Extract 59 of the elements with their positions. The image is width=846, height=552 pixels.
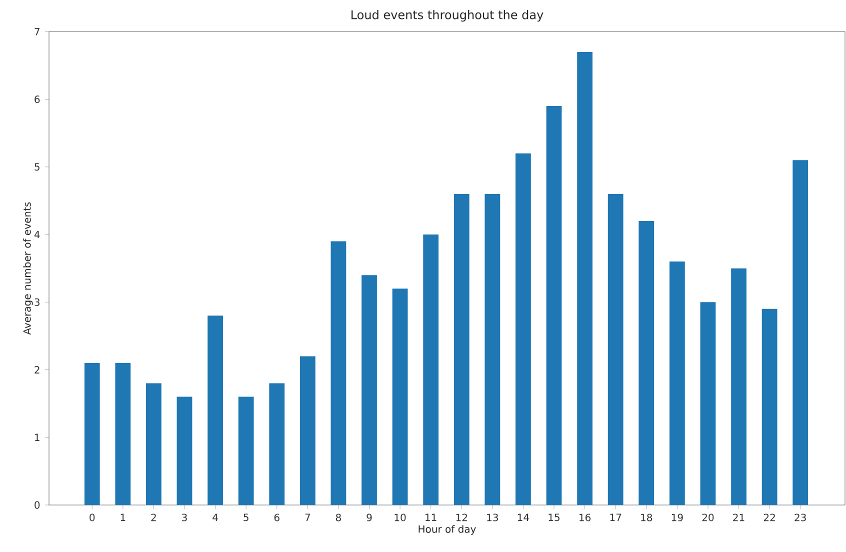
x-tick-label: 4 bbox=[212, 514, 218, 521]
x-tick-label: 1 bbox=[120, 514, 126, 521]
x-tick-label: 13 bbox=[487, 514, 498, 522]
bar bbox=[362, 275, 377, 505]
x-tick-label: 3 bbox=[182, 514, 187, 522]
x-tick-label: 20 bbox=[702, 514, 714, 522]
y-tick-label: 7 bbox=[34, 28, 40, 36]
x-tick-label: 17 bbox=[610, 514, 622, 521]
bar bbox=[423, 234, 439, 505]
x-tick-label: 23 bbox=[794, 514, 806, 522]
y-tick-label: 0 bbox=[34, 501, 40, 509]
x-tick-label: 2 bbox=[151, 514, 156, 522]
bar bbox=[792, 160, 808, 505]
bar bbox=[608, 194, 624, 505]
bar bbox=[484, 194, 500, 505]
bar bbox=[546, 106, 562, 505]
bar bbox=[238, 396, 254, 505]
x-tick-label: 8 bbox=[336, 514, 341, 522]
y-tick-label: 1 bbox=[35, 434, 40, 442]
bar bbox=[577, 52, 592, 505]
bar bbox=[638, 220, 654, 505]
y-tick-label: 4 bbox=[34, 230, 40, 238]
bar bbox=[762, 308, 778, 505]
y-axis-title: Average number of events bbox=[23, 202, 33, 335]
chart-title: Loud events throughout the day bbox=[352, 10, 544, 22]
y-tick-label: 3 bbox=[34, 298, 40, 306]
bar bbox=[84, 362, 100, 505]
bar bbox=[669, 262, 685, 505]
bar bbox=[269, 383, 285, 505]
x-tick-label: 12 bbox=[456, 514, 467, 522]
bar bbox=[330, 241, 346, 505]
y-tick-label: 2 bbox=[34, 366, 40, 374]
bar bbox=[392, 288, 408, 505]
bar bbox=[700, 302, 716, 505]
x-tick-label: 7 bbox=[305, 514, 310, 521]
x-tick-label: 10 bbox=[394, 514, 406, 522]
x-tick-label: 19 bbox=[672, 514, 683, 522]
x-tick-label: 9 bbox=[366, 514, 372, 522]
x-tick-label: 15 bbox=[548, 514, 560, 522]
y-tick-label: 5 bbox=[34, 163, 40, 171]
bar bbox=[208, 316, 223, 505]
bar bbox=[731, 268, 746, 505]
bar bbox=[176, 396, 192, 505]
bar bbox=[146, 383, 162, 505]
x-tick-label: 0 bbox=[90, 514, 95, 522]
x-tick-label: 6 bbox=[274, 514, 280, 522]
x-tick-label: 5 bbox=[244, 514, 248, 522]
bar bbox=[454, 194, 470, 505]
y-tick-label: 6 bbox=[34, 95, 40, 104]
bar bbox=[300, 356, 316, 505]
x-tick-label: 11 bbox=[426, 514, 436, 521]
x-tick-label: 14 bbox=[518, 514, 530, 521]
bar bbox=[115, 362, 131, 505]
x-tick-label: 21 bbox=[733, 514, 744, 522]
x-tick-label: 22 bbox=[764, 514, 775, 522]
x-tick-label: 18 bbox=[641, 514, 652, 522]
bar bbox=[516, 153, 531, 505]
x-axis-title: Hour of day bbox=[418, 525, 476, 535]
x-tick-label: 16 bbox=[580, 514, 591, 522]
